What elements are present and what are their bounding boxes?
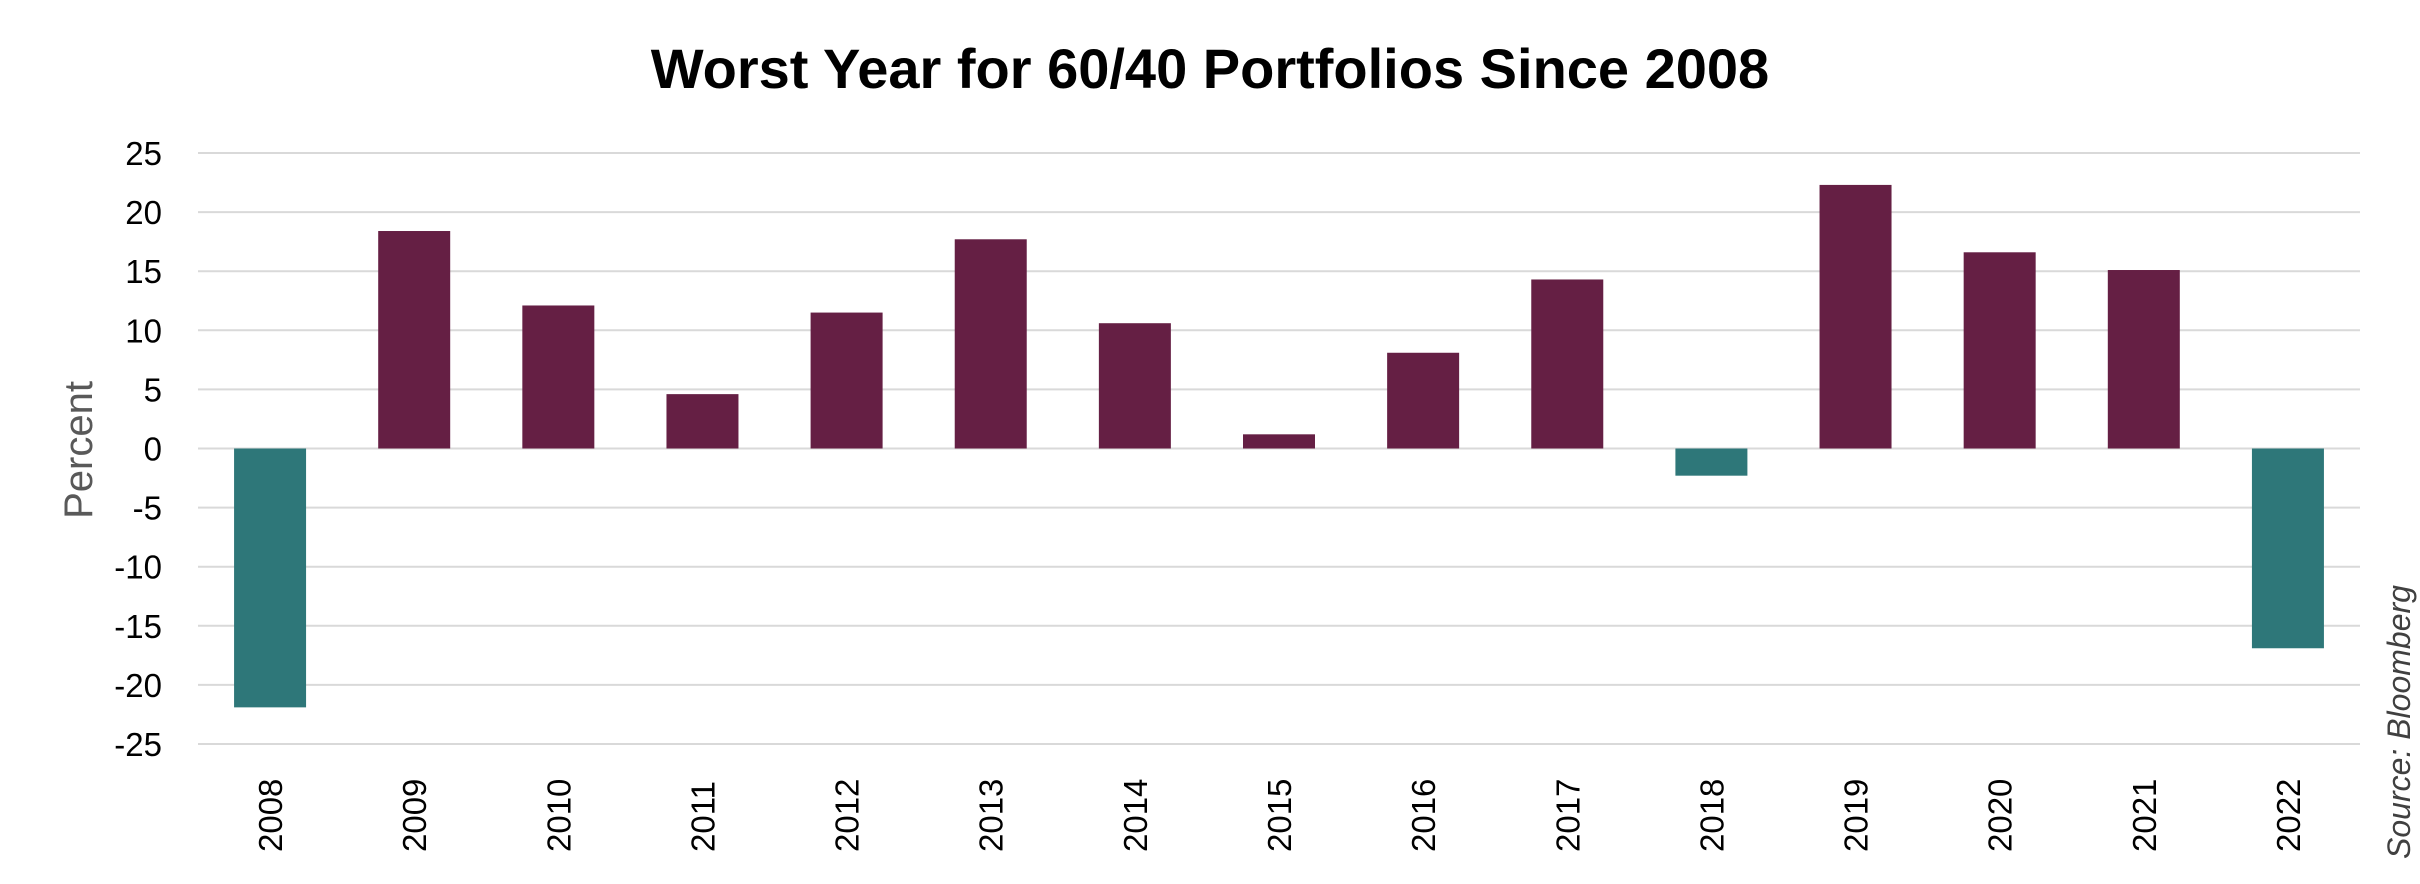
- bar-2020: [1963, 252, 2036, 449]
- bar-2014: [1098, 323, 1171, 449]
- x-tick-label: 2011: [684, 781, 721, 852]
- bar-2013: [954, 239, 1027, 449]
- bar-2016: [1387, 352, 1460, 449]
- x-tick-label: 2008: [252, 779, 289, 852]
- y-tick-label: -25: [114, 726, 162, 763]
- source-note: Source: Bloomberg: [2381, 585, 2417, 859]
- x-tick-label: 2014: [1117, 779, 1154, 852]
- bar-2012: [810, 312, 883, 449]
- x-tick-label: 2016: [1405, 779, 1442, 852]
- y-tick-label: 0: [144, 431, 162, 468]
- x-tick-label: 2021: [2126, 779, 2163, 852]
- x-tick-label: 2015: [1261, 779, 1298, 852]
- y-axis-ticks: 25 20 15 10 5 0 -5 -10 -15 -20 -25: [114, 135, 162, 763]
- x-tick-label: 2009: [396, 779, 433, 852]
- bar-2018: [1675, 448, 1748, 476]
- x-tick-label: 2012: [829, 779, 866, 852]
- bar-2015: [1243, 434, 1315, 449]
- x-tick-label: 2020: [1982, 779, 2019, 852]
- y-tick-label: 10: [125, 312, 162, 349]
- x-tick-label: 2018: [1693, 779, 1730, 852]
- y-tick-label: 25: [125, 135, 162, 172]
- y-tick-label: -15: [114, 608, 162, 645]
- chart-title: Worst Year for 60/40 Portfolios Since 20…: [651, 37, 1769, 100]
- bar-2017: [1531, 279, 1604, 449]
- bar-2011: [666, 394, 739, 449]
- y-tick-label: -5: [133, 490, 162, 527]
- bar-2008: [234, 448, 307, 708]
- y-tick-label: 20: [125, 194, 162, 231]
- y-tick-label: 5: [144, 371, 162, 408]
- bars: [234, 184, 2324, 708]
- bar-2022: [2251, 448, 2324, 649]
- x-tick-label: 2010: [540, 779, 577, 852]
- x-tick-label: 2017: [1549, 779, 1586, 852]
- x-tick-label: 2022: [2270, 779, 2307, 852]
- y-axis-label: Percent: [57, 381, 101, 519]
- x-axis-ticks: 2008 2009 2010 2011 2012 2013 2014 2015 2016 2017…: [252, 779, 2307, 852]
- x-tick-label: 2013: [973, 779, 1010, 852]
- y-tick-label: 15: [125, 253, 162, 290]
- bar-2019: [1819, 184, 1892, 449]
- y-tick-label: -10: [114, 549, 162, 586]
- bar-2021: [2107, 270, 2180, 449]
- bar-2010: [522, 305, 595, 449]
- y-tick-label: -20: [114, 667, 162, 704]
- bar-2009: [378, 231, 451, 449]
- x-tick-label: 2019: [1838, 779, 1875, 852]
